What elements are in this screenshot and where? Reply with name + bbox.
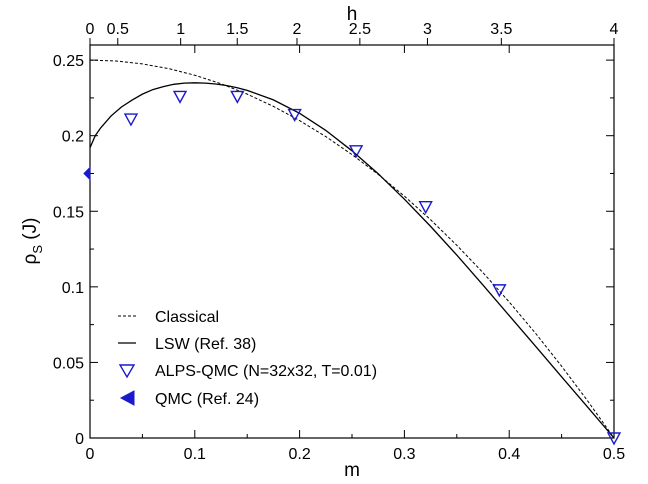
x-tick-label: 0.3 <box>393 446 415 463</box>
top-tick-label: 3 <box>423 21 432 38</box>
legend-marker-qmc <box>119 390 135 406</box>
top-tick-label: 1 <box>176 21 185 38</box>
alps-qmc-point <box>348 145 364 159</box>
lsw-curve <box>89 82 615 439</box>
y-axis-title-main: ρ <box>20 253 41 264</box>
x-tick-label: 0.2 <box>288 446 310 463</box>
legend-label-classical: Classical <box>155 309 219 326</box>
x-tick-label: 0 <box>86 446 95 463</box>
x-tick-label: 0.1 <box>184 446 206 463</box>
y-tick-label: 0.1 <box>62 280 84 297</box>
legend-label-alps-qmc: ALPS-QMC (N=32x32, T=0.01) <box>155 363 377 380</box>
y-axis-title-unit: (J) <box>20 218 41 245</box>
alps-qmc-point <box>492 284 507 298</box>
x-tick-label: 0.5 <box>603 446 625 463</box>
alps-qmc-point <box>606 432 622 446</box>
top-tick-label: 0 <box>86 21 95 38</box>
alps-qmc-point <box>123 113 139 127</box>
top-tick-label: 2 <box>293 21 302 38</box>
alps-qmc-point <box>418 201 433 215</box>
classical-curve <box>89 59 615 439</box>
x-axis-title: m <box>344 460 360 481</box>
top-tick-label: 1.5 <box>226 21 248 38</box>
y-tick-label: 0.15 <box>53 204 84 221</box>
top-tick-label: 0.5 <box>107 21 129 38</box>
legend: Classical LSW (Ref. 38) ALPS-QMC (N=32x3… <box>118 309 377 408</box>
y-tick-label: 0.05 <box>53 355 84 372</box>
alps-qmc-point <box>287 108 302 122</box>
alps-qmc-point <box>172 90 188 104</box>
alps-qmc-point <box>230 90 245 104</box>
top-tick-label: 4 <box>610 21 619 38</box>
top-tick-label: 2.5 <box>349 21 371 38</box>
y-tick-label: 0.25 <box>53 53 84 70</box>
x-axis-ticks: 0 0.1 0.2 0.3 0.4 0.5 <box>86 45 625 463</box>
series-layer <box>83 59 622 446</box>
top-axis-ticks: 0 0.5 1 1.5 2 2.5 3 3.5 4 <box>86 21 619 45</box>
y-axis-title: ρS (J) <box>20 218 45 265</box>
qmc-point <box>83 166 91 181</box>
top-tick-label: 3.5 <box>490 21 512 38</box>
y-axis-title-subscript: S <box>30 245 45 254</box>
y-tick-label: 0 <box>75 431 84 448</box>
legend-label-lsw: LSW (Ref. 38) <box>155 336 256 353</box>
y-axis-ticks: 0 0.05 0.1 0.15 0.2 0.25 <box>53 53 614 448</box>
top-axis-title: h <box>347 4 358 25</box>
y-tick-label: 0.2 <box>62 129 84 146</box>
x-tick-label: 0.4 <box>498 446 520 463</box>
legend-label-qmc: QMC (Ref. 24) <box>155 391 259 408</box>
legend-marker-alps-qmc <box>118 364 136 379</box>
